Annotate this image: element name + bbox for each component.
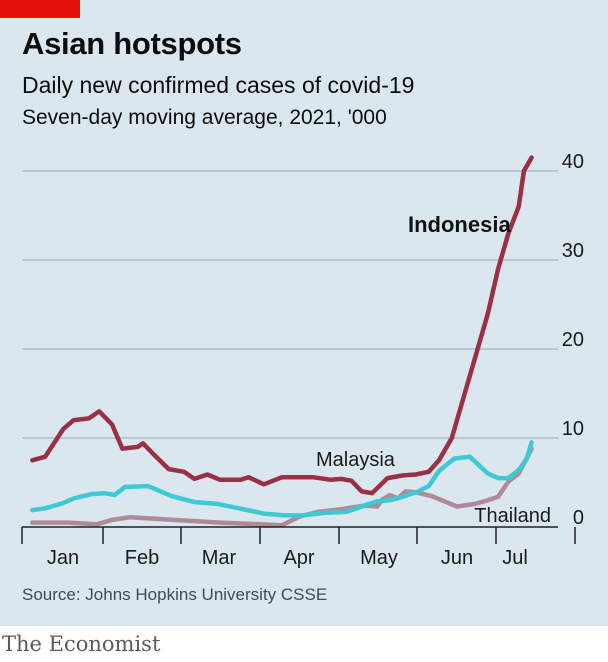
chart-units-note: Seven-day moving average, 2021, '000 (22, 106, 387, 129)
x-tick-label-mar: Mar (202, 547, 237, 569)
y-tick-label: 0 (573, 507, 584, 529)
series-lines (30, 155, 534, 528)
x-tick-label-jan: Jan (47, 547, 79, 569)
x-tick-label-feb: Feb (125, 547, 159, 569)
line-chart: 0 10 20 30 40 Indonesia Malaysia Thailand Jan F… (21, 151, 584, 569)
series-label-indonesia: Indonesia (408, 212, 511, 237)
y-axis-tick-labels: 0 10 20 30 40 (562, 151, 584, 529)
gridlines (22, 170, 558, 439)
y-tick-label: 30 (562, 240, 584, 262)
y-tick-label: 10 (562, 418, 584, 440)
chart-subtitle: Daily new confirmed cases of covid-19 (22, 72, 415, 98)
brand-red-tag (0, 0, 80, 18)
x-axis: Jan Feb Mar Apr May Jun Jul (21, 526, 576, 569)
y-tick-label: 40 (562, 151, 584, 173)
chart-title: Asian hotspots (22, 26, 242, 61)
series-line-malaysia (30, 440, 534, 518)
chart-panel: Asian hotspots Daily new confirmed cases… (0, 0, 608, 626)
publisher-logo: The Economist (2, 632, 161, 656)
source-note: Source: Johns Hopkins University CSSE (22, 585, 328, 604)
series-labels: Indonesia Malaysia Thailand (316, 212, 551, 527)
x-tick-label-may: May (360, 547, 398, 569)
x-tick-label-jun: Jun (441, 547, 473, 569)
y-tick-label: 20 (562, 329, 584, 351)
series-label-malaysia: Malaysia (316, 449, 396, 471)
x-tick-label-apr: Apr (283, 547, 314, 569)
series-label-thailand: Thailand (474, 505, 551, 527)
series-line-indonesia (30, 155, 534, 496)
x-tick-label-jul: Jul (502, 547, 528, 569)
